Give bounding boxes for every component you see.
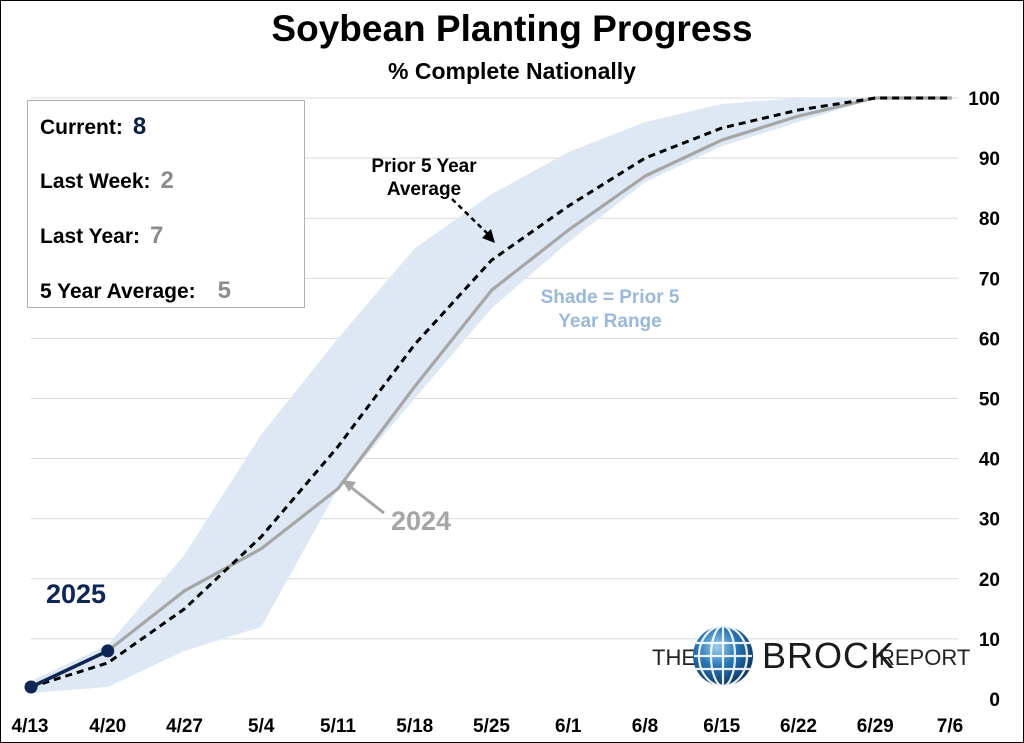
last-year-arrowhead-icon	[342, 480, 356, 492]
line-prior-5-year-average	[30, 96, 952, 689]
stat-five-year-average-label: 5 Year Average:	[40, 280, 196, 303]
y-tick-label-90: 90	[979, 149, 1000, 170]
current-year-label: 2025	[46, 579, 106, 609]
y-tick-label-10: 10	[979, 630, 1000, 651]
stat-last-week: Last Week: 2	[40, 167, 174, 195]
x-tick-label-4-20: 4/20	[89, 716, 126, 737]
x-tick-label-4-13: 4/13	[12, 716, 49, 737]
x-tick-label-5-4: 5/4	[248, 716, 275, 737]
stat-five-year-average-value: 5	[217, 277, 232, 304]
logo-the-text: THE	[652, 645, 696, 670]
y-tick-label-80: 80	[979, 209, 1000, 230]
x-tick-label-4-27: 4/27	[166, 716, 203, 737]
x-tick-label-5-25: 5/25	[473, 716, 510, 737]
stat-last-week-value: 2	[160, 167, 174, 194]
stat-current-value: 8	[132, 113, 147, 140]
y-tick-label-0: 0	[989, 690, 1000, 711]
avg-pointer-arrow	[451, 198, 493, 239]
y-tick-label-100: 100	[968, 89, 1000, 110]
shade-label-line2: Year Range	[558, 311, 662, 332]
stat-last-year: Last Year: 7	[40, 222, 163, 250]
stats-box: Current: 8 Last Week: 2 Last Year: 7 5 Year…	[27, 100, 305, 308]
x-tick-label-6-22: 6/22	[780, 716, 817, 737]
stat-current-label: Current:	[40, 116, 123, 139]
stat-last-year-label: Last Year:	[40, 225, 141, 248]
prior-5-year-range-band	[31, 98, 952, 693]
avg-label-line1: Prior 5 Year	[371, 156, 477, 177]
avg-arrowhead-icon	[482, 229, 495, 243]
y-tick-label-50: 50	[979, 390, 1000, 411]
x-tick-label-6-1: 6/1	[555, 716, 582, 737]
chart-subtitle: % Complete Nationally	[388, 58, 636, 84]
stat-current: Current: 8	[40, 113, 146, 141]
line-2024	[30, 96, 952, 689]
logo-report-text: REPORT	[879, 645, 971, 670]
chart-title: Soybean Planting Progress	[271, 8, 753, 49]
y-tick-label-20: 20	[979, 570, 1000, 591]
last-year-pointer-arrow	[347, 483, 385, 515]
point-2025-4-20	[101, 644, 115, 658]
x-tick-label-6-29: 6/29	[857, 716, 894, 737]
x-tick-label-6-15: 6/15	[703, 716, 740, 737]
x-tick-label-7-6: 7/6	[937, 716, 963, 737]
stat-five-year-average: 5 Year Average: 5	[40, 277, 231, 305]
avg-label-line2: Average	[387, 179, 461, 200]
y-tick-label-30: 30	[979, 510, 1000, 531]
x-tick-label-5-11: 5/11	[320, 716, 356, 737]
y-tick-label-70: 70	[979, 269, 1000, 290]
last-year-label: 2024	[391, 506, 451, 536]
point-2025-4-13	[24, 680, 38, 694]
y-tick-label-40: 40	[979, 450, 1000, 471]
line-2025	[30, 649, 109, 689]
shade-label-line1: Shade = Prior 5	[541, 287, 680, 308]
stat-last-year-value: 7	[150, 222, 164, 249]
stat-last-week-label: Last Week:	[40, 170, 151, 193]
x-tick-label-5-18: 5/18	[396, 716, 433, 737]
logo-brock-text: BROCK	[762, 635, 896, 676]
x-tick-label-6-8: 6/8	[632, 716, 658, 737]
globe-icon	[693, 625, 753, 687]
y-tick-label-60: 60	[979, 329, 1000, 350]
brock-report-logo: THE BROCK REPORT	[652, 625, 970, 689]
